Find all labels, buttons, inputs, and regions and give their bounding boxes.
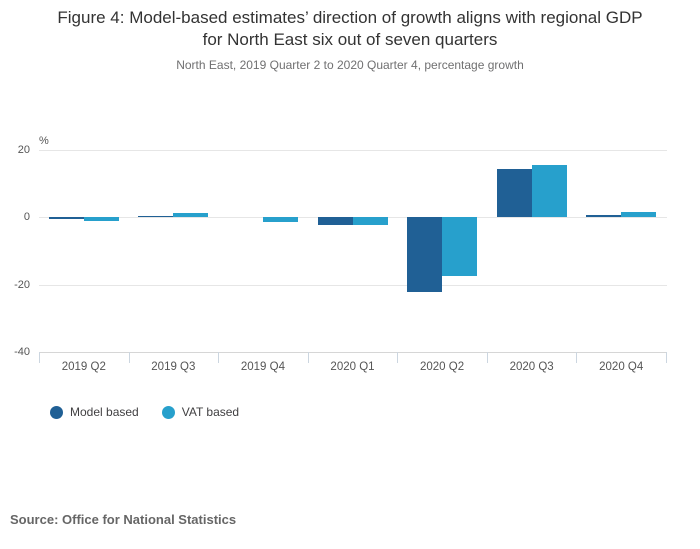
- gridline-y-20: [39, 150, 667, 151]
- legend-marker-model-based-icon: [50, 405, 63, 419]
- legend-item-model-based[interactable]: Model based: [50, 405, 139, 419]
- bar-vat-based-2020-q1[interactable]: [352, 217, 388, 226]
- x-axis-label-2020-q3: 2020 Q3: [509, 361, 554, 373]
- x-axis-tick-6: [576, 352, 577, 363]
- source-text: Source: Office for National Statistics: [10, 512, 237, 527]
- bar-vat-based-2019-q3[interactable]: [173, 212, 209, 217]
- x-axis-tick-2: [218, 352, 219, 363]
- y-axis-tick-label--40: -40: [14, 346, 30, 358]
- bar-vat-based-2020-q3[interactable]: [531, 165, 567, 217]
- legend-marker-vat-based-icon: [161, 405, 175, 419]
- legend-label-vat-based: VAT based: [181, 405, 240, 419]
- legend-label-model-based: Model based: [70, 405, 139, 419]
- bar-vat-based-2020-q4[interactable]: [621, 212, 657, 217]
- y-axis-tick-label-20: 20: [17, 144, 30, 156]
- chart-legend: Model based VAT based: [50, 405, 239, 419]
- x-axis-tick-0: [39, 352, 40, 363]
- y-axis-tick-label-0: 0: [23, 211, 30, 223]
- bar-vat-based-2019-q4[interactable]: [262, 217, 298, 222]
- y-axis-unit-label: %: [39, 135, 49, 147]
- chart-subtitle: North East, 2019 Quarter 2 to 2020 Quart…: [176, 58, 524, 72]
- x-axis-label-2019-q3: 2019 Q3: [151, 361, 196, 373]
- x-axis-label-2020-q1: 2020 Q1: [330, 361, 375, 373]
- bar-model-based-2020-q3[interactable]: [496, 169, 532, 217]
- x-axis-tick-1: [129, 352, 130, 363]
- bar-model-based-2020-q4[interactable]: [586, 214, 622, 217]
- bar-model-based-2020-q1[interactable]: [317, 217, 353, 225]
- gridline-y--20: [39, 285, 667, 286]
- gridline-y--40: [39, 352, 667, 353]
- bar-model-based-2020-q2[interactable]: [407, 217, 443, 292]
- legend-item-vat-based[interactable]: VAT based: [161, 405, 240, 419]
- bar-model-based-2019-q3[interactable]: [138, 215, 174, 217]
- chart-title: Figure 4: Model-based estimates’ directi…: [57, 8, 643, 49]
- x-axis-label-2020-q4: 2020 Q4: [599, 361, 644, 373]
- x-axis-label-2019-q2: 2019 Q2: [61, 361, 106, 373]
- x-axis-label-2019-q4: 2019 Q4: [240, 361, 285, 373]
- y-axis-tick-label--20: -20: [14, 279, 30, 291]
- x-axis-tick-3: [308, 352, 309, 363]
- x-axis-tick-7: [666, 352, 667, 363]
- bar-vat-based-2019-q2[interactable]: [83, 217, 119, 221]
- bar-vat-based-2020-q2[interactable]: [442, 217, 478, 276]
- bar-model-based-2019-q2[interactable]: [48, 217, 84, 219]
- x-axis-label-2020-q2: 2020 Q2: [420, 361, 465, 373]
- x-axis-tick-5: [487, 352, 488, 363]
- x-axis-tick-4: [397, 352, 398, 363]
